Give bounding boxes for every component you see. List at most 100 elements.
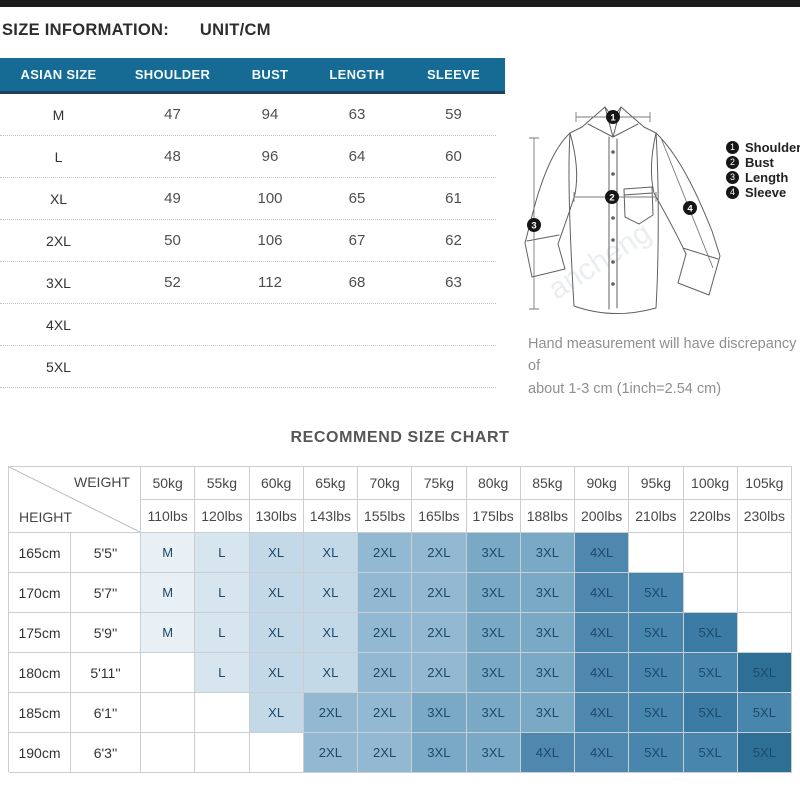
measurement-note-line2: about 1-3 cm (1inch=2.54 cm)	[528, 380, 722, 397]
recommended-size-cell: 3XL	[466, 573, 521, 613]
legend-number-badge: 2	[726, 156, 739, 169]
shirt-placket	[608, 136, 618, 310]
weight-lbs-header-cell: 220lbs	[683, 500, 738, 533]
height-ft-cell: 5'11''	[71, 653, 141, 693]
recommended-size-cell: 4XL	[575, 733, 630, 773]
weight-kg-header-cell: 100kg	[683, 467, 738, 500]
height-cm-cell: 185cm	[9, 693, 71, 733]
top-divider-bar	[0, 0, 800, 7]
recommended-size-cell: 2XL	[358, 573, 413, 613]
recommended-size-cell: 2XL	[412, 613, 467, 653]
size-table-row: XL 49 100 65 61	[0, 178, 496, 220]
recommended-size-cell: 2XL	[412, 533, 467, 573]
size-table-row: 2XL 50 106 67 62	[0, 220, 496, 262]
recommended-size-cell: 2XL	[412, 573, 467, 613]
legend-number-badge: 1	[726, 141, 739, 154]
recommended-size-cell: 3XL	[466, 733, 521, 773]
recommended-size-cell: XL	[249, 693, 304, 733]
height-ft-cell: 5'5''	[71, 533, 141, 573]
measurement-cell: 52	[164, 274, 181, 291]
svg-text:3: 3	[531, 221, 536, 232]
weight-lbs-header-cell: 155lbs	[358, 500, 413, 533]
weight-lbs-header-cell: 175lbs	[466, 500, 521, 533]
height-ft-cell: 6'3''	[71, 733, 141, 773]
size-label-cell: M	[52, 106, 65, 123]
measurement-cell: 63	[348, 106, 366, 123]
size-table-column-header: LENGTH	[329, 67, 385, 82]
recommended-size-cell: L	[195, 653, 250, 693]
recommended-size-cell	[195, 733, 250, 773]
svg-text:2: 2	[609, 193, 614, 204]
recommended-size-cell: XL	[303, 613, 358, 653]
height-axis-label: HEIGHT	[19, 509, 72, 525]
measurement-note: Hand measurement will have discrepancy o…	[528, 333, 800, 400]
recommended-size-cell: 5XL	[629, 573, 684, 613]
recommended-size-cell: XL	[249, 533, 304, 573]
height-cm-cell: 175cm	[9, 613, 71, 653]
recommended-size-cell: 5XL	[737, 693, 792, 733]
recommended-size-cell: 2XL	[412, 653, 467, 693]
recommend-chart-title: RECOMMEND SIZE CHART	[290, 429, 510, 446]
weight-kg-header-cell: 95kg	[629, 467, 684, 500]
legend-item: 1 Shoulder	[726, 140, 800, 155]
measurement-cell: 67	[348, 232, 366, 249]
recommended-size-cell: 2XL	[303, 693, 358, 733]
recommended-size-cell	[141, 693, 196, 733]
recommended-size-cell: XL	[249, 613, 304, 653]
shirt-pocket	[623, 186, 654, 225]
size-label-cell: L	[54, 148, 63, 165]
recommended-size-cell: 3XL	[412, 693, 467, 733]
recommended-size-cell	[141, 653, 196, 693]
recommended-size-cell: 5XL	[629, 613, 684, 653]
recommended-size-cell: 5XL	[683, 613, 738, 653]
size-table-row: M 47 94 63 59	[0, 94, 496, 136]
recommended-size-cell	[629, 533, 684, 573]
measurement-cell: 47	[164, 106, 181, 123]
recommended-size-cell: M	[141, 533, 196, 573]
recommended-size-cell: 2XL	[358, 613, 413, 653]
recommended-size-cell	[737, 613, 792, 653]
measurement-cell: 94	[261, 106, 279, 123]
height-cm-cell: 190cm	[9, 733, 71, 773]
height-cm-cell: 180cm	[9, 653, 71, 693]
recommended-size-cell: 4XL	[575, 693, 630, 733]
recommended-size-cell: 2XL	[303, 733, 358, 773]
weight-kg-header-cell: 55kg	[195, 467, 250, 500]
size-label-cell: 3XL	[46, 274, 71, 291]
recommended-size-cell	[737, 573, 792, 613]
recommended-size-cell: 3XL	[520, 573, 575, 613]
weight-kg-header-cell: 85kg	[520, 467, 575, 500]
weight-lbs-header-cell: 120lbs	[195, 500, 250, 533]
size-table-row: 3XL 52 112 68 63	[0, 262, 496, 304]
height-cm-cell: 170cm	[9, 573, 71, 613]
weight-lbs-header-cell: 165lbs	[412, 500, 467, 533]
size-table-column-header: ASIAN SIZE	[20, 67, 97, 82]
size-table-row: L 48 96 64 60	[0, 136, 496, 178]
svg-text:4: 4	[687, 204, 693, 215]
weight-lbs-header-cell: 143lbs	[303, 500, 358, 533]
size-information-label: SIZE INFORMATION:	[2, 21, 170, 39]
recommended-size-cell: M	[141, 613, 196, 653]
size-measurement-table: ASIAN SIZE SHOULDER BUST LENGTH SLEEVE M 47 94…	[0, 58, 505, 388]
recommended-size-cell	[683, 533, 738, 573]
recommended-size-cell: 4XL	[575, 573, 630, 613]
weight-kg-header-cell: 80kg	[466, 467, 521, 500]
recommended-size-cell: 2XL	[358, 653, 413, 693]
weight-kg-header-cell: 90kg	[575, 467, 630, 500]
weight-lbs-header-cell: 110lbs	[141, 500, 196, 533]
recommended-size-cell: 5XL	[737, 733, 792, 773]
recommended-size-cell: 3XL	[520, 693, 575, 733]
shirt-left-sleeve	[524, 132, 576, 278]
recommended-size-cell: XL	[303, 653, 358, 693]
unit-label: UNIT/CM	[199, 21, 271, 39]
measurement-cell: 65	[348, 190, 366, 207]
recommended-size-cell: 3XL	[466, 613, 521, 653]
recommended-size-cell	[737, 533, 792, 573]
legend-item: 4 Sleeve	[726, 185, 800, 200]
shirt-diagram: ancheng	[524, 106, 721, 314]
weight-axis-label: WEIGHT	[74, 474, 130, 490]
recommended-size-cell: L	[195, 533, 250, 573]
marker-1-circle	[606, 110, 620, 124]
recommended-size-cell: 5XL	[683, 693, 738, 733]
height-cm-cell: 165cm	[9, 533, 71, 573]
